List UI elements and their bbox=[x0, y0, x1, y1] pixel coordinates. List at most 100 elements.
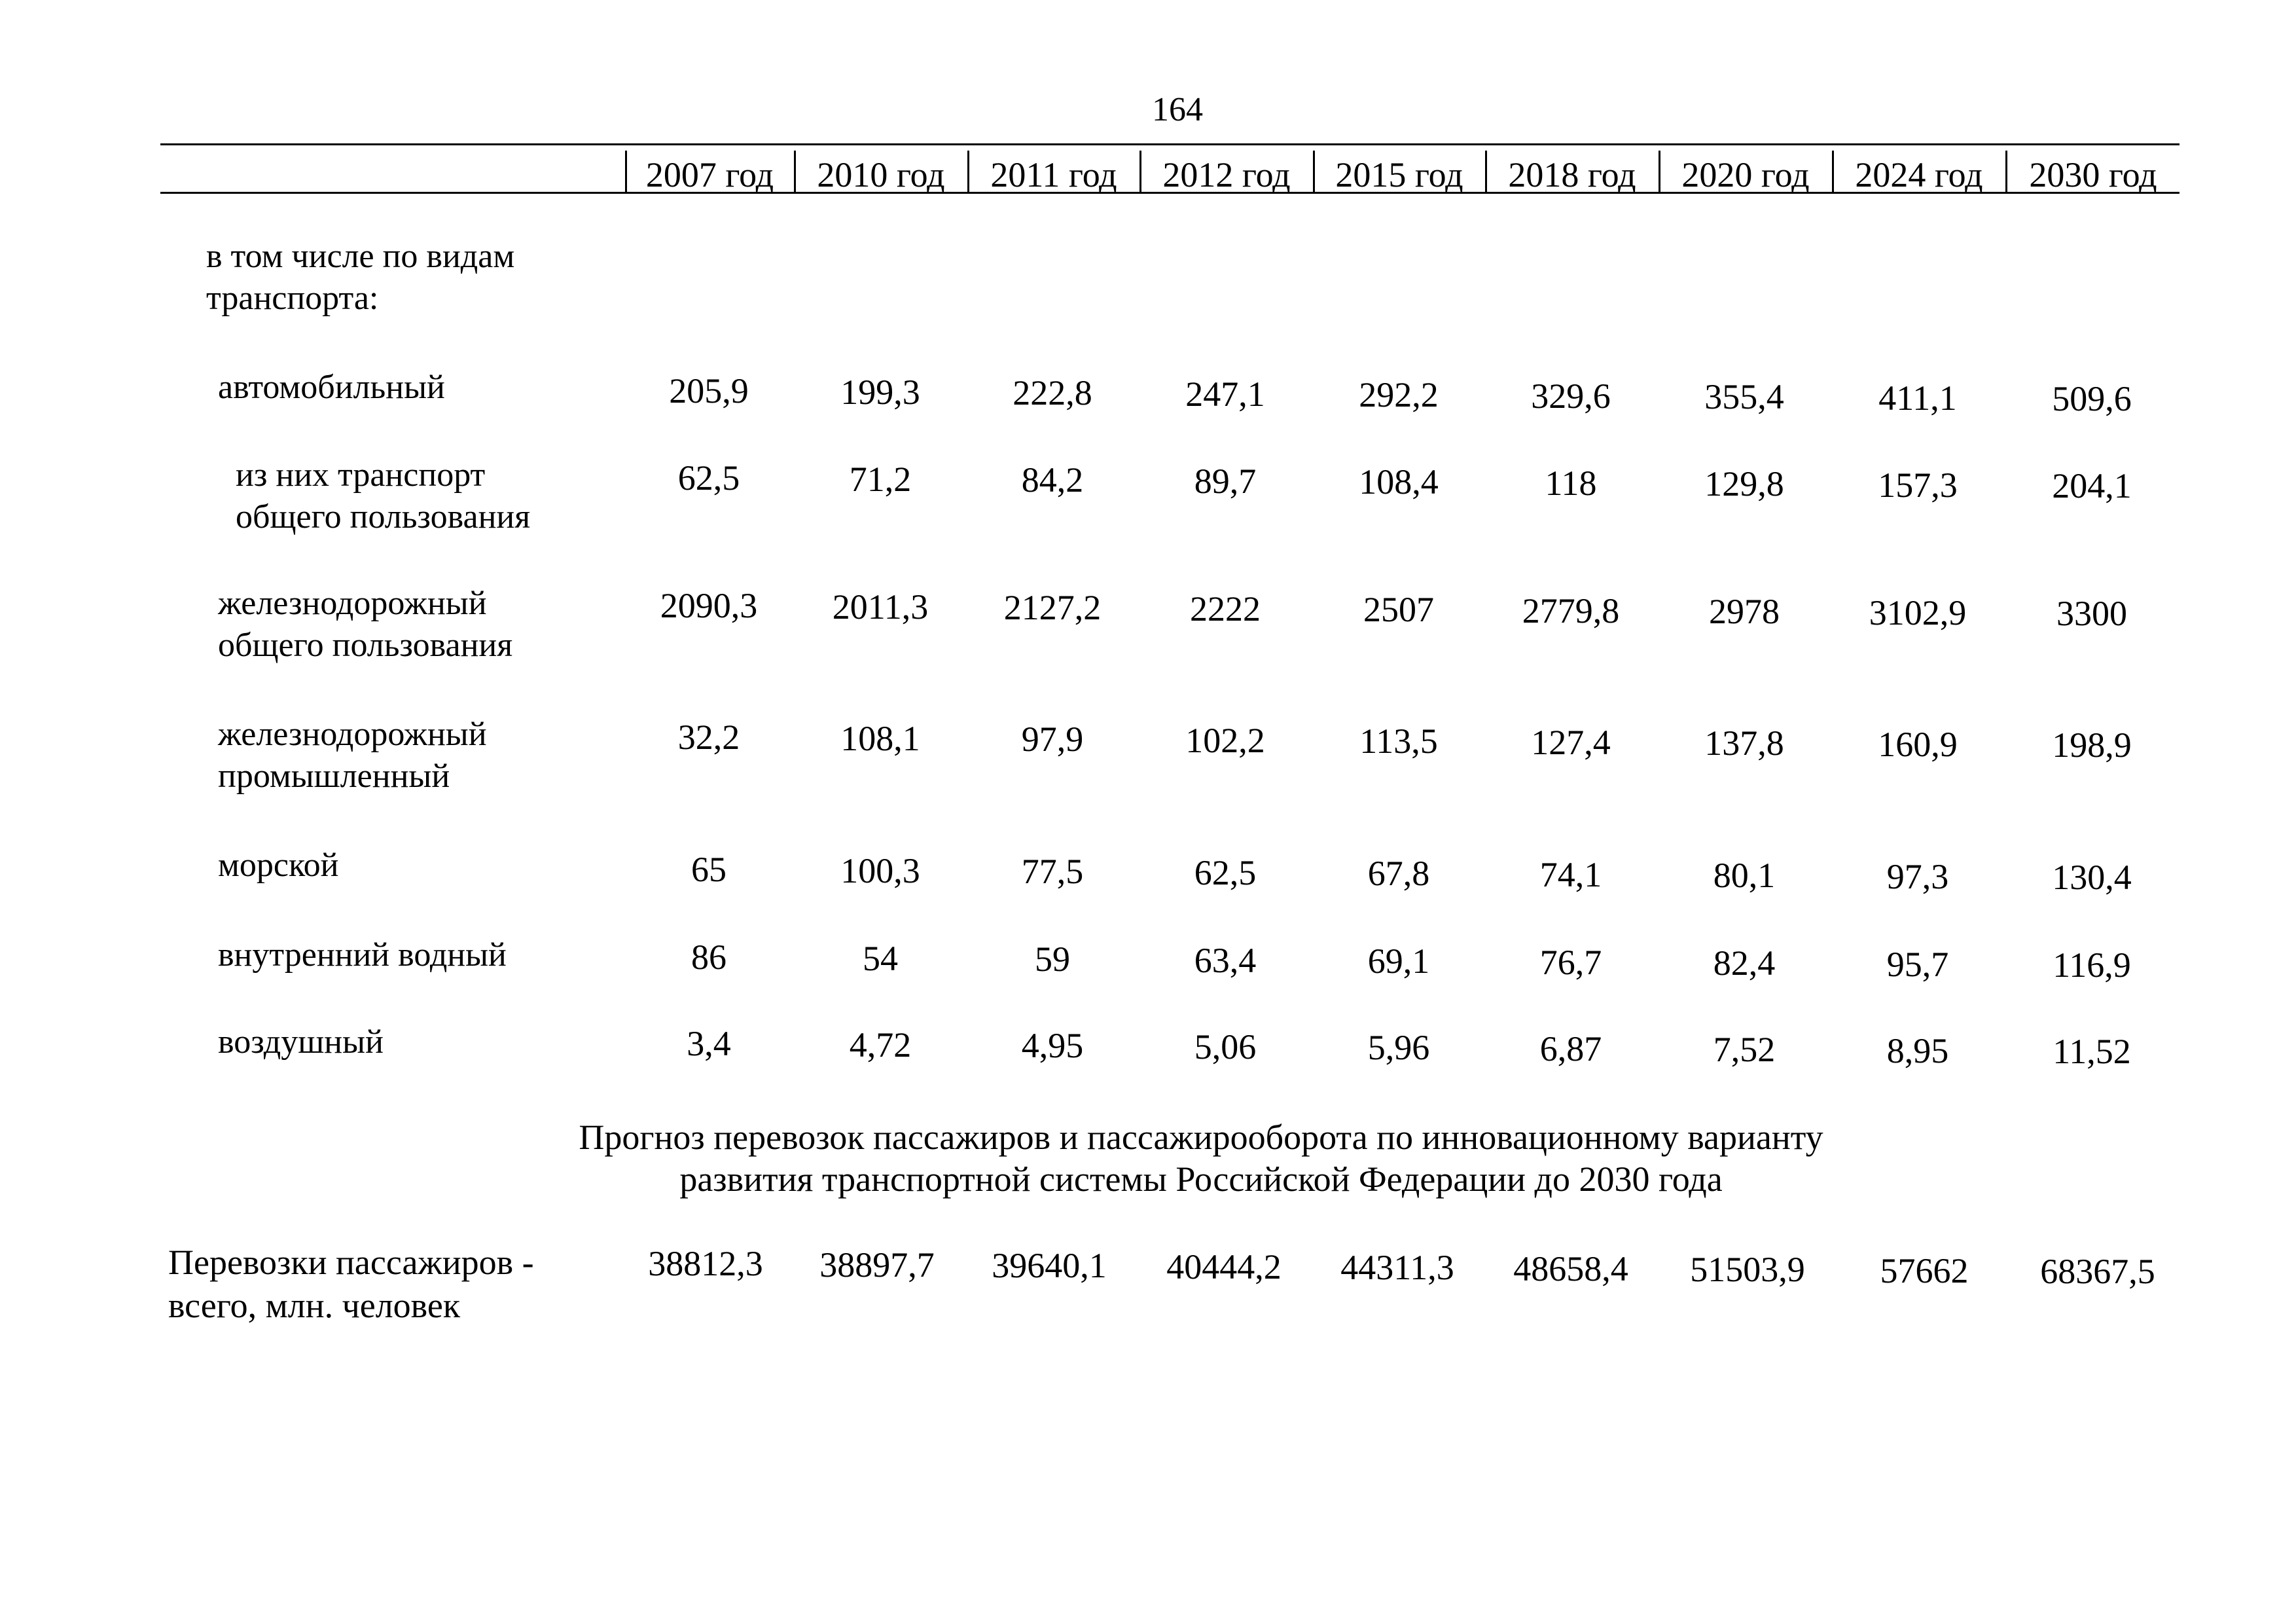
table-cell: 95,7 bbox=[1886, 944, 1949, 984]
table-cell: 247,1 bbox=[1185, 374, 1265, 414]
table-cell: 204,1 bbox=[2052, 466, 2132, 505]
year-header-2007: 2007 год bbox=[645, 155, 774, 194]
table-cell: 2507 bbox=[1363, 590, 1434, 629]
table-cell: 77,5 bbox=[1021, 852, 1084, 891]
passenger-total-cell: 57662 bbox=[1880, 1250, 1969, 1290]
table-cell: 54 bbox=[863, 938, 898, 978]
table-cell: 108,1 bbox=[840, 718, 920, 758]
passenger-total-cell: 40444,2 bbox=[1166, 1247, 1282, 1286]
table-cell: 2978 bbox=[1709, 592, 1780, 631]
table-cell: 199,3 bbox=[840, 372, 920, 412]
table-cell: 4,72 bbox=[849, 1025, 912, 1065]
table-cell: 86 bbox=[691, 938, 726, 977]
table-cell: 157,3 bbox=[1878, 465, 1958, 505]
table-cell: 69,1 bbox=[1367, 941, 1430, 981]
table-cell: 76,7 bbox=[1539, 942, 1602, 982]
table-cell: 62,5 bbox=[677, 458, 740, 498]
subheading: в том числе по видам транспорта: bbox=[206, 238, 515, 317]
passenger-total-cell: 68367,5 bbox=[2040, 1252, 2155, 1291]
header-column-divider bbox=[1485, 151, 1487, 194]
row-label-zhd-promyshlennyi: железнодорожный промышленный bbox=[218, 716, 487, 795]
row-label-morskoi: морской bbox=[218, 847, 339, 884]
year-header-2030: 2030 год bbox=[2029, 155, 2157, 194]
page-number: 164 bbox=[1152, 91, 1203, 128]
table-cell: 509,6 bbox=[2052, 379, 2132, 418]
table-cell: 11,52 bbox=[2053, 1032, 2131, 1071]
row-label-vnutrennii-vodnyi: внутренний водный bbox=[218, 936, 507, 974]
table-cell: 2127,2 bbox=[1003, 588, 1102, 627]
header-column-divider bbox=[967, 151, 969, 194]
table-cell: 84,2 bbox=[1021, 460, 1084, 500]
header-top-rule bbox=[160, 143, 2179, 145]
table-cell: 32,2 bbox=[677, 718, 740, 757]
table-cell: 63,4 bbox=[1194, 940, 1257, 980]
table-cell: 59 bbox=[1035, 939, 1070, 979]
header-column-divider bbox=[1139, 151, 1141, 194]
table-cell: 74,1 bbox=[1539, 854, 1602, 894]
table-cell: 7,52 bbox=[1713, 1030, 1776, 1069]
header-column-divider bbox=[794, 151, 796, 194]
table-cell: 102,2 bbox=[1185, 720, 1265, 760]
table-cell: 71,2 bbox=[849, 459, 912, 499]
header-bottom-rule bbox=[160, 192, 2179, 194]
passenger-total-cell: 48658,4 bbox=[1513, 1249, 1628, 1288]
header-column-divider bbox=[1313, 151, 1315, 194]
table-cell: 4,95 bbox=[1021, 1026, 1084, 1065]
table-cell: 82,4 bbox=[1713, 943, 1776, 983]
table-cell: 129,8 bbox=[1704, 464, 1784, 503]
table-cell: 198,9 bbox=[2052, 725, 2132, 765]
table-cell: 355,4 bbox=[1704, 377, 1784, 416]
year-header-2020: 2020 год bbox=[1681, 155, 1810, 194]
passenger-total-cell: 38812,3 bbox=[648, 1244, 763, 1283]
table-cell: 116,9 bbox=[2053, 945, 2131, 985]
table-cell: 329,6 bbox=[1531, 376, 1611, 416]
row-label-vozdushnyi: воздушный bbox=[218, 1023, 384, 1061]
table-cell: 160,9 bbox=[1878, 724, 1958, 764]
table-cell: 8,95 bbox=[1886, 1030, 1949, 1070]
year-header-2018: 2018 год bbox=[1508, 155, 1636, 194]
table-cell: 137,8 bbox=[1704, 723, 1784, 763]
table-cell: 3102,9 bbox=[1869, 593, 1967, 632]
table-cell: 97,9 bbox=[1021, 720, 1084, 759]
table-cell: 113,5 bbox=[1359, 721, 1438, 761]
table-cell: 6,87 bbox=[1539, 1029, 1602, 1068]
table-cell: 2222 bbox=[1190, 589, 1261, 629]
table-cell: 2011,3 bbox=[832, 587, 929, 627]
table-cell: 100,3 bbox=[840, 850, 920, 890]
row-label-avtomobilnyi: автомобильный bbox=[218, 369, 445, 406]
passenger-total-cell: 51503,9 bbox=[1690, 1250, 1805, 1289]
year-header-2010: 2010 год bbox=[817, 155, 945, 194]
table-cell: 205,9 bbox=[669, 371, 749, 410]
table-cell: 5,96 bbox=[1367, 1028, 1430, 1067]
table-cell: 5,06 bbox=[1194, 1027, 1257, 1067]
year-header-2024: 2024 год bbox=[1855, 155, 1983, 194]
section-title: Прогноз перевозок пассажиров и пассажиро… bbox=[579, 1118, 1823, 1199]
table-cell: 62,5 bbox=[1194, 852, 1257, 892]
row-label-obshchego-polzovaniya: из них транспорт общего пользования bbox=[236, 456, 531, 536]
table-cell: 222,8 bbox=[1013, 373, 1092, 412]
table-cell: 67,8 bbox=[1367, 854, 1430, 893]
passenger-total-cell: 39640,1 bbox=[992, 1246, 1107, 1285]
table-cell: 118 bbox=[1545, 463, 1597, 503]
table-cell: 127,4 bbox=[1531, 722, 1611, 762]
table-cell: 80,1 bbox=[1713, 856, 1776, 895]
year-header-2011: 2011 год bbox=[990, 155, 1117, 194]
passenger-total-cell: 44311,3 bbox=[1340, 1248, 1454, 1287]
row-label-zhd-obshchego: железнодорожный общего пользования bbox=[218, 585, 513, 664]
year-header-2012: 2012 год bbox=[1162, 155, 1291, 194]
passenger-row-label: Перевозки пассажиров - всего, млн. челов… bbox=[168, 1243, 534, 1325]
table-cell: 108,4 bbox=[1359, 462, 1439, 501]
table-cell: 3,4 bbox=[687, 1024, 731, 1063]
table-cell: 130,4 bbox=[2052, 858, 2132, 897]
table-cell: 3300 bbox=[2056, 594, 2127, 633]
table-cell: 97,3 bbox=[1886, 856, 1949, 896]
table-cell: 411,1 bbox=[1878, 378, 1957, 418]
year-header-2015: 2015 год bbox=[1335, 155, 1463, 194]
passenger-total-cell: 38897,7 bbox=[819, 1245, 935, 1285]
header-column-divider bbox=[1832, 151, 1834, 194]
table-cell: 292,2 bbox=[1359, 375, 1439, 414]
table-cell: 2779,8 bbox=[1522, 591, 1620, 630]
table-cell: 65 bbox=[691, 850, 726, 889]
header-column-divider bbox=[625, 151, 627, 194]
table-cell: 2090,3 bbox=[660, 586, 758, 625]
